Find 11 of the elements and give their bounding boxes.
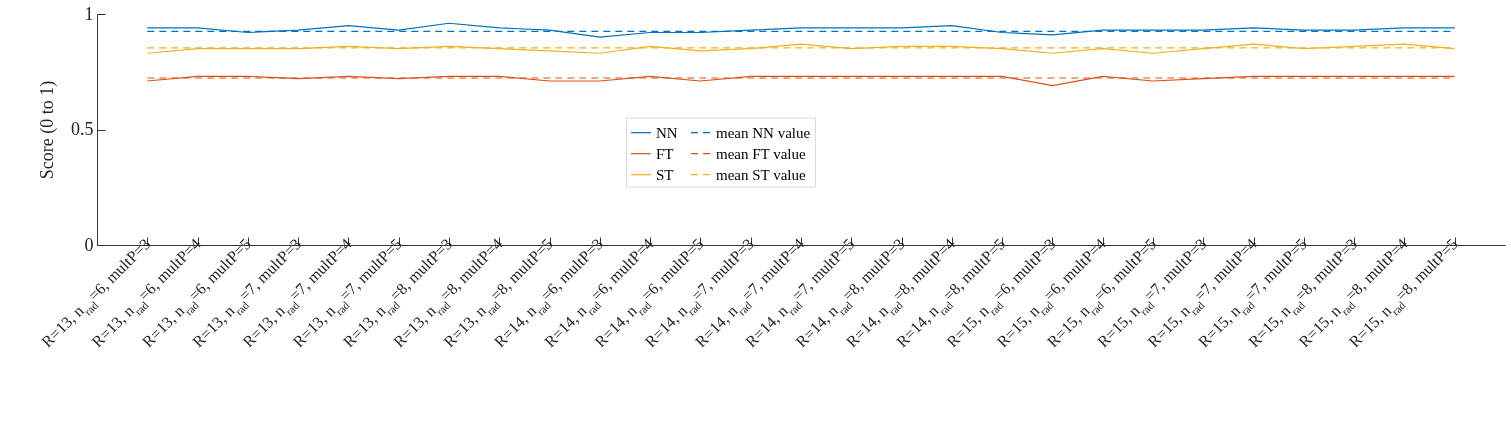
y-tick-label: 0.5 [71, 119, 94, 139]
legend-label: mean ST value [716, 166, 807, 183]
y-axis-title: Score (0 to 1) [37, 80, 58, 180]
legend-label: mean FT value [716, 145, 807, 162]
legend-label: NN [656, 124, 678, 141]
line-series [146, 22, 1456, 38]
legend-label: FT [656, 145, 674, 162]
legend-label: mean NN value [716, 124, 811, 141]
legend-label: ST [656, 166, 674, 183]
y-tick-label: 0 [84, 234, 94, 255]
y-tick-label: 1 [84, 3, 94, 24]
